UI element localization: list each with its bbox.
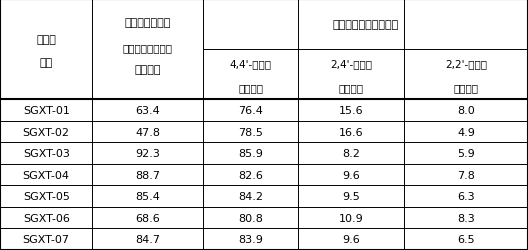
Text: 47.8: 47.8	[135, 127, 161, 137]
Text: 2,2'-二氨基: 2,2'-二氨基	[445, 59, 487, 69]
Text: 85.4: 85.4	[135, 192, 161, 202]
Text: SGXT-02: SGXT-02	[23, 127, 70, 137]
Text: 78.5: 78.5	[238, 127, 263, 137]
Text: 二氨基二苯甲烷: 二氨基二苯甲烷	[125, 18, 171, 28]
Text: 4,4'-二氨基: 4,4'-二氨基	[230, 59, 272, 69]
Text: SGXT-06: SGXT-06	[23, 213, 70, 223]
Text: 80.8: 80.8	[238, 213, 263, 223]
Text: 9.5: 9.5	[342, 192, 360, 202]
Text: 84.2: 84.2	[238, 192, 263, 202]
Text: 2,4'-二氨基: 2,4'-二氨基	[330, 59, 372, 69]
Text: 二苯甲烷: 二苯甲烷	[238, 82, 263, 92]
Text: 8.3: 8.3	[457, 213, 475, 223]
Text: 9.6: 9.6	[342, 234, 360, 244]
Text: 二苯甲烷: 二苯甲烷	[454, 82, 478, 92]
Text: 15.6: 15.6	[339, 106, 363, 116]
Text: SGXT-05: SGXT-05	[23, 192, 70, 202]
Text: 5.9: 5.9	[457, 148, 475, 158]
Text: 88.7: 88.7	[135, 170, 161, 180]
Text: 6.3: 6.3	[457, 192, 475, 202]
Text: SGXT-07: SGXT-07	[23, 234, 70, 244]
Text: 选择性（摩尔百分比）: 选择性（摩尔百分比）	[333, 20, 399, 30]
Text: 16.6: 16.6	[339, 127, 363, 137]
Text: 63.4: 63.4	[136, 106, 160, 116]
Text: 85.9: 85.9	[238, 148, 263, 158]
Text: 二苯甲烷: 二苯甲烷	[338, 82, 364, 92]
Text: SGXT-03: SGXT-03	[23, 148, 70, 158]
Text: 92.3: 92.3	[135, 148, 161, 158]
Text: 76.4: 76.4	[238, 106, 263, 116]
Text: 8.0: 8.0	[457, 106, 475, 116]
Text: 8.2: 8.2	[342, 148, 360, 158]
Text: 催化剂: 催化剂	[36, 35, 56, 45]
Text: 百分比）: 百分比）	[135, 65, 161, 75]
Text: （以甲醛计，摩尔: （以甲醛计，摩尔	[123, 42, 173, 52]
Text: SGXT-04: SGXT-04	[23, 170, 70, 180]
Text: 10.9: 10.9	[339, 213, 363, 223]
Text: 9.6: 9.6	[342, 170, 360, 180]
Text: 4.9: 4.9	[457, 127, 475, 137]
Text: 编号: 编号	[40, 58, 53, 68]
Text: 83.9: 83.9	[238, 234, 263, 244]
Text: 84.7: 84.7	[135, 234, 161, 244]
Text: 68.6: 68.6	[136, 213, 160, 223]
Text: SGXT-01: SGXT-01	[23, 106, 70, 116]
Text: 7.8: 7.8	[457, 170, 475, 180]
Text: 82.6: 82.6	[238, 170, 263, 180]
Text: 6.5: 6.5	[457, 234, 475, 244]
